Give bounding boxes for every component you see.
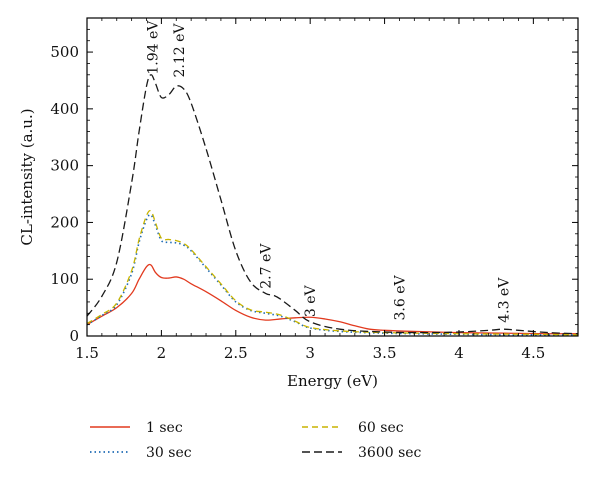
y-tick-label: 400	[50, 100, 79, 118]
peak-annotation: 2.12 eV	[172, 23, 188, 78]
series-line-30-sec	[87, 213, 578, 336]
x-tick-label: 3.5	[373, 344, 397, 362]
y-tick-label: 100	[50, 270, 79, 288]
y-tick-label: 200	[50, 213, 79, 231]
peak-annotation: 1.94 eV	[145, 20, 161, 75]
axis-layer: 1.5 2 2.5 3 3.5 4 4.5 0 100 200 300 400 500 Energy (e…	[18, 17, 579, 390]
legend-entry: 3600 sec	[302, 445, 422, 461]
annotation-layer: 1.94 eV 2.12 eV 2.7 eV 3 eV 3.6 eV 4.3 eV	[145, 20, 512, 323]
y-tick-label: 500	[50, 43, 79, 61]
legend: 1 sec 30 sec 60 sec 3600 sec	[90, 420, 422, 461]
legend-label: 3600 sec	[358, 445, 422, 461]
y-axis-label: CL-intensity (a.u.)	[18, 108, 36, 245]
x-tick-label: 2.5	[224, 344, 248, 362]
legend-entry: 30 sec	[90, 445, 192, 461]
x-tick-label: 4	[454, 344, 464, 362]
x-axis-label: Energy (eV)	[287, 372, 378, 390]
y-tick-label: 300	[50, 157, 79, 175]
x-tick-label: 1.5	[75, 344, 99, 362]
x-tick-label: 2	[157, 344, 167, 362]
peak-annotation: 3.6 eV	[392, 275, 408, 321]
legend-entry: 1 sec	[90, 420, 183, 436]
legend-label: 30 sec	[146, 445, 192, 461]
series-line-60-sec	[87, 210, 578, 336]
peak-annotation: 2.7 eV	[259, 243, 275, 289]
legend-label: 60 sec	[358, 420, 404, 436]
legend-entry: 60 sec	[302, 420, 404, 436]
x-tick-label: 4.5	[521, 344, 545, 362]
peak-annotation: 4.3 eV	[497, 277, 513, 323]
legend-label: 1 sec	[146, 420, 183, 436]
y-tick-label: 0	[69, 327, 79, 345]
peak-annotation: 3 eV	[303, 284, 319, 317]
x-tick-label: 3	[305, 344, 315, 362]
